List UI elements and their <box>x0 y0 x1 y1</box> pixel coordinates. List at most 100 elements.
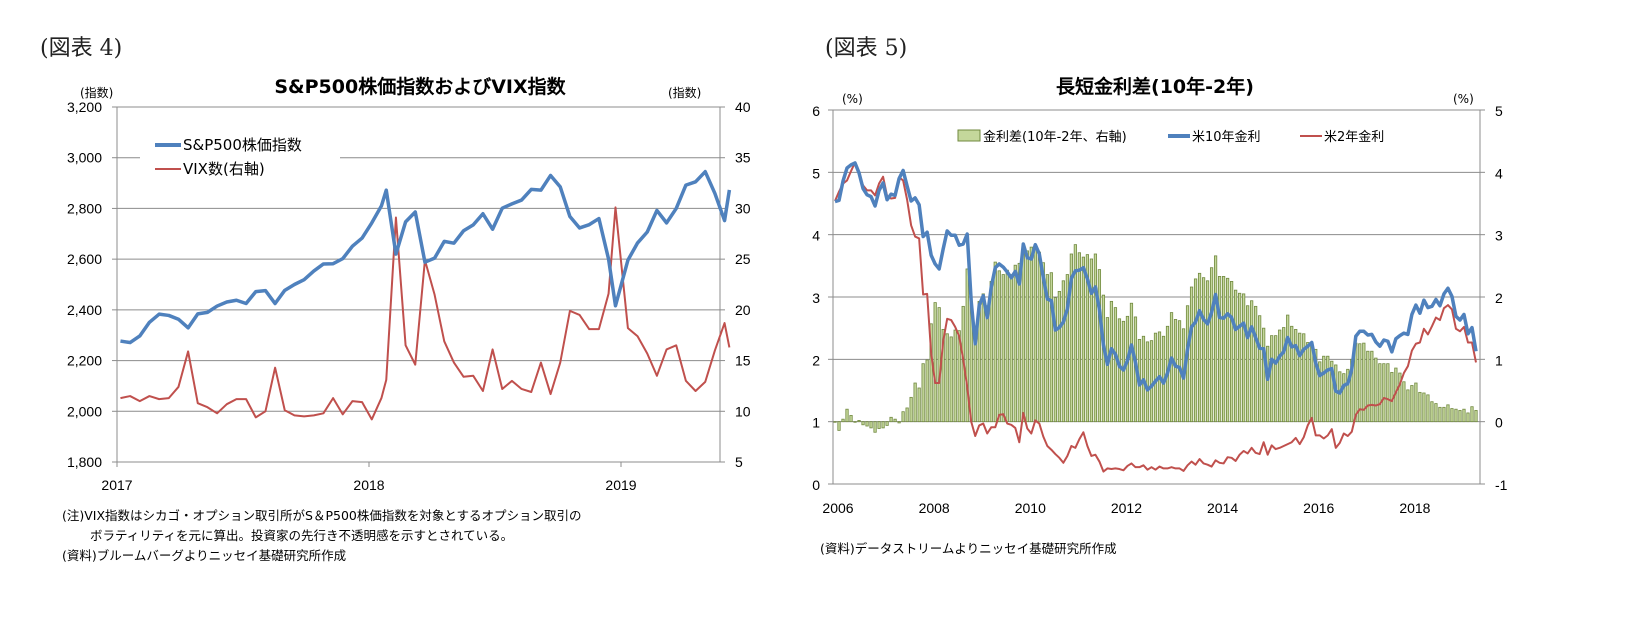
spread-bar <box>873 421 877 433</box>
y-tick-label: 2,800 <box>67 200 102 216</box>
spread-bar <box>929 323 933 423</box>
y-tick-label: 2 <box>812 352 820 368</box>
spread-bar <box>1117 318 1122 423</box>
spread-bar <box>1366 350 1370 423</box>
source-note: (資料)ブルームバーグよりニッセイ基礎研究所作成 <box>62 548 346 563</box>
spread-bar <box>1113 307 1118 423</box>
spread-bar <box>837 421 841 431</box>
spread-bar <box>1246 305 1250 423</box>
x-tick-label: 2019 <box>605 477 636 493</box>
spread-bar <box>1049 272 1053 423</box>
right-axis-unit: (%) <box>1453 92 1474 106</box>
spread-bar <box>1173 319 1178 423</box>
y-tick-label: 1,800 <box>67 454 102 470</box>
spread-bar <box>1438 406 1442 423</box>
spread-bar <box>1286 314 1290 423</box>
spread-bar <box>925 359 929 423</box>
chart-sp500-vix: (図表 4) S&P500株価指数およびVIX指数 (指数) (指数) 3,20… <box>40 36 751 563</box>
spread-bar <box>1290 325 1294 423</box>
spread-bar <box>865 421 869 427</box>
legend-background <box>140 122 340 182</box>
us-10y-yield-line <box>834 161 1478 395</box>
spread-bar <box>949 336 953 423</box>
spread-bar <box>1234 289 1238 423</box>
spread-bar <box>1382 363 1386 423</box>
spread-bar <box>1450 408 1454 423</box>
spread-bar <box>1230 281 1234 423</box>
spread-bar <box>1342 373 1346 423</box>
note-line-2: ボラティリティを元に算出。投資家の先行き不透明感を示すとされている。 <box>90 528 513 543</box>
spread-bar <box>1378 363 1382 423</box>
left-axis-unit: (指数) <box>80 85 113 100</box>
spread-bar <box>1446 404 1450 423</box>
spread-bar <box>1025 250 1029 423</box>
spread-bar <box>917 387 921 423</box>
spread-bar <box>877 421 881 429</box>
spread-bar <box>1149 340 1154 423</box>
x-tick-label: 2016 <box>1303 500 1334 516</box>
x-tick-label: 2017 <box>101 477 132 493</box>
legend-label-10y: 米10年金利 <box>1192 129 1261 145</box>
x-tick-label: 2012 <box>1111 500 1142 516</box>
spread-bar <box>993 261 997 423</box>
y2-tick-label: -1 <box>1495 477 1508 493</box>
spread-bar <box>933 302 937 423</box>
spread-bar <box>957 330 961 423</box>
y2-tick-label: 1 <box>1495 352 1503 368</box>
spread-bar <box>897 421 901 424</box>
y2-tick-label: 15 <box>735 353 751 369</box>
y-tick-label: 2,000 <box>67 403 102 419</box>
spread-bar <box>1454 408 1458 423</box>
spread-bar <box>869 421 873 429</box>
spread-bar <box>1069 253 1073 423</box>
spread-bar <box>1374 357 1378 423</box>
spread-bar <box>1370 350 1374 423</box>
spread-bar <box>857 420 861 423</box>
spread-bar <box>1197 272 1202 423</box>
spread-bar <box>1410 385 1414 423</box>
spread-bar <box>1189 286 1194 423</box>
spread-bar <box>1105 317 1110 423</box>
spread-bar <box>1282 327 1286 423</box>
y2-tick-label: 4 <box>1495 165 1503 181</box>
legend-label-sp500: S&P500株価指数 <box>183 136 302 154</box>
spread-bar <box>1326 355 1330 423</box>
spread-bar <box>1274 335 1278 423</box>
figure-label: (図表 4) <box>40 36 122 61</box>
left-axis-unit: (%) <box>842 92 863 106</box>
spread-bar <box>853 421 857 423</box>
spread-bar <box>1322 355 1326 423</box>
spread-bar <box>1422 392 1426 423</box>
legend: 金利差(10年-2年、右軸) 米10年金利 米2年金利 <box>950 125 1390 147</box>
spread-bar <box>1302 333 1306 423</box>
spread-bar <box>1129 302 1134 423</box>
legend-label-2y: 米2年金利 <box>1324 129 1384 145</box>
spread-bar <box>913 382 917 423</box>
spread-bar <box>1430 401 1434 423</box>
x-axis-ticks: 2017 2018 2019 <box>101 462 637 493</box>
y-tick-label: 2,400 <box>67 302 102 318</box>
y2-tick-label: 40 <box>735 99 751 115</box>
y-tick-label: 6 <box>812 103 820 119</box>
spread-bar <box>1470 406 1474 423</box>
spread-bar <box>889 416 893 423</box>
series-lines <box>120 169 732 421</box>
spread-bar <box>1458 410 1462 423</box>
spread-bar <box>1045 274 1049 423</box>
spread-bar <box>1097 269 1102 423</box>
spread-bar <box>1222 276 1226 423</box>
spread-bar <box>1226 277 1230 423</box>
right-y-axis-ticks: 5 4 3 2 1 0 -1 <box>1480 103 1508 493</box>
spread-bar <box>1258 315 1262 423</box>
y-tick-label: 4 <box>812 228 820 244</box>
spread-bar <box>1254 305 1258 423</box>
y2-tick-label: 35 <box>735 150 751 166</box>
sp500-line <box>120 169 732 345</box>
legend-swatch-spread <box>957 129 981 142</box>
spread-bar <box>1217 276 1222 423</box>
spread-bar <box>885 421 889 426</box>
y-tick-label: 2,600 <box>67 251 102 267</box>
spread-bar <box>1201 277 1206 423</box>
x-tick-label: 2018 <box>353 477 384 493</box>
spread-bar <box>1085 254 1089 423</box>
